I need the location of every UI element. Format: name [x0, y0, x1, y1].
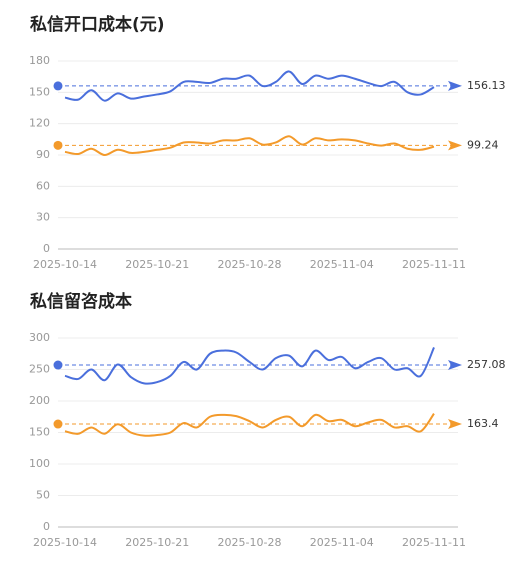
mean-dot	[53, 81, 63, 91]
mean-arrow	[448, 360, 462, 371]
y-tick-label: 90	[36, 148, 50, 161]
x-tick-label: 2025-11-11	[402, 536, 466, 549]
mean-label: 257.08	[467, 358, 506, 371]
mean-arrow	[448, 419, 462, 430]
chart-title: 私信开口成本(元)	[30, 14, 165, 35]
mean-arrow	[448, 80, 462, 91]
y-tick-label: 60	[36, 179, 50, 192]
series-line	[64, 413, 435, 437]
x-tick-label: 2025-10-14	[33, 258, 97, 271]
mean-label: 163.4	[467, 417, 499, 430]
x-tick-label: 2025-11-04	[310, 258, 374, 271]
mean-label: 156.13	[467, 79, 506, 92]
y-tick-label: 200	[29, 394, 50, 407]
x-tick-label: 2025-10-21	[125, 258, 189, 271]
x-tick-label: 2025-10-14	[33, 536, 97, 549]
y-tick-label: 30	[36, 211, 50, 224]
series-line	[64, 70, 435, 102]
y-tick-label: 0	[43, 242, 50, 255]
x-tick-label: 2025-11-04	[310, 536, 374, 549]
mean-label: 99.24	[467, 138, 499, 151]
y-tick-label: 250	[29, 363, 50, 376]
y-tick-label: 0	[43, 520, 50, 533]
y-tick-label: 120	[29, 117, 50, 130]
mean-dot	[53, 360, 63, 370]
y-tick-label: 300	[29, 331, 50, 344]
y-tick-label: 180	[29, 54, 50, 67]
x-tick-label: 2025-10-28	[218, 536, 282, 549]
chart-title: 私信留咨成本	[30, 291, 132, 312]
y-tick-label: 150	[29, 85, 50, 98]
x-tick-label: 2025-10-28	[218, 258, 282, 271]
y-tick-label: 50	[36, 489, 50, 502]
mean-dot	[53, 419, 63, 429]
series-line	[64, 135, 435, 156]
series-line	[64, 347, 435, 385]
y-tick-label: 100	[29, 457, 50, 470]
x-tick-label: 2025-11-11	[402, 258, 466, 271]
y-tick-label: 150	[29, 426, 50, 439]
mean-dot	[53, 140, 63, 150]
x-tick-label: 2025-10-21	[125, 536, 189, 549]
mean-arrow	[448, 140, 462, 151]
